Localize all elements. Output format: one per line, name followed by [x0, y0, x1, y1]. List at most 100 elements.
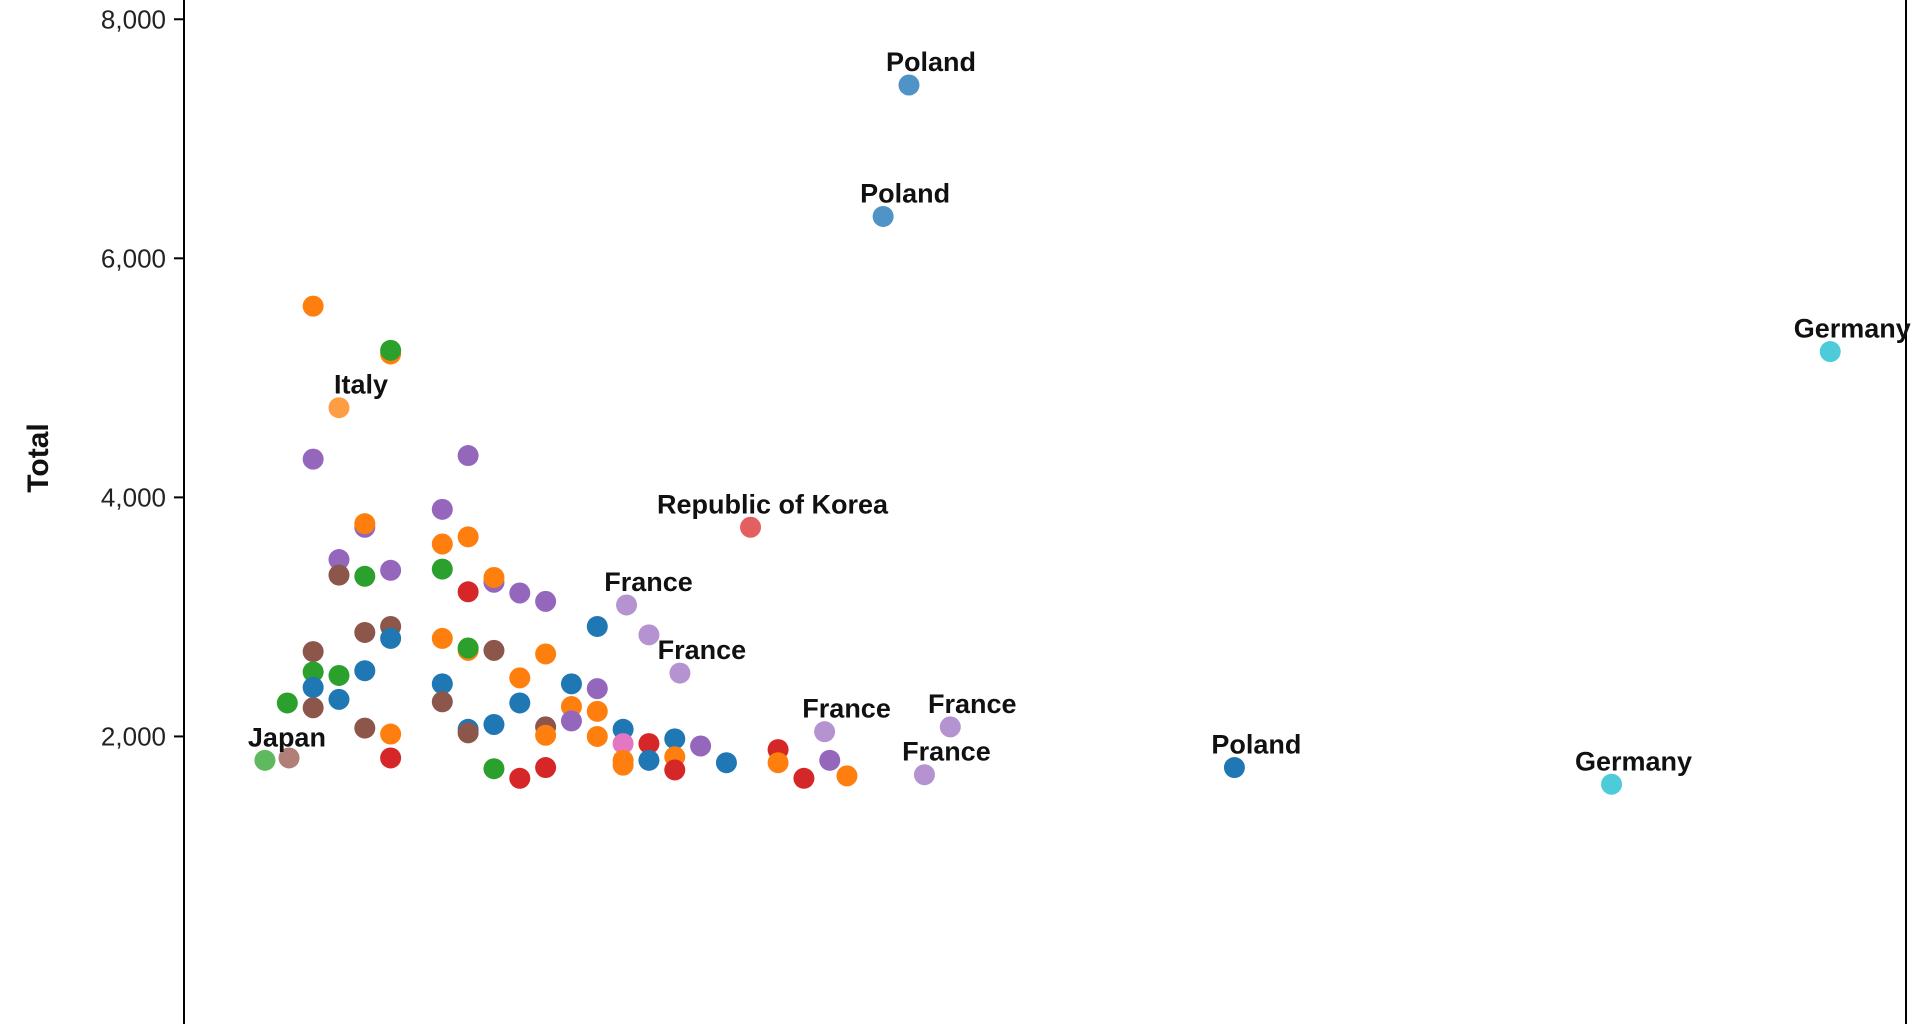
data-point [509, 667, 531, 689]
data-point [431, 558, 453, 580]
y-axis-title: Total [22, 423, 55, 492]
data-point [638, 733, 660, 755]
data-point [431, 673, 453, 695]
data-point [740, 516, 762, 538]
data-point [431, 498, 453, 520]
data-point [431, 627, 453, 649]
data-point [612, 733, 634, 755]
data-point [328, 688, 350, 710]
data-point [616, 594, 638, 616]
data-point [690, 735, 712, 757]
data-point [638, 749, 660, 771]
point-label: France [902, 737, 991, 767]
point-label: Germany [1575, 746, 1692, 776]
data-point [814, 721, 836, 743]
data-point [328, 397, 350, 419]
point-label: Italy [334, 370, 388, 400]
data-point [560, 710, 582, 732]
data-point [664, 759, 686, 781]
data-point [1819, 341, 1841, 363]
data-point [380, 559, 402, 581]
point-label: Republic of Korea [657, 489, 889, 519]
data-point [302, 641, 324, 663]
data-point [586, 725, 608, 747]
data-point [380, 723, 402, 745]
data-point [457, 581, 479, 603]
data-points [254, 74, 1841, 795]
data-point [612, 718, 634, 740]
data-point [457, 637, 479, 659]
data-point [509, 767, 531, 789]
point-label: Japan [248, 722, 326, 752]
point-label: France [658, 635, 747, 665]
data-point [913, 764, 935, 786]
data-point [380, 627, 402, 649]
data-point [898, 74, 920, 96]
data-point [354, 717, 376, 739]
point-label: Poland [860, 178, 950, 208]
point-label: Germany [1794, 314, 1911, 344]
data-point [457, 445, 479, 467]
data-point [767, 752, 789, 774]
point-labels: Poland Poland Germany Italy Republic of Kore… [248, 47, 1911, 776]
point-label: France [604, 567, 693, 597]
data-point [328, 549, 350, 571]
data-point [535, 724, 557, 746]
data-point [715, 752, 737, 774]
data-point [380, 339, 402, 361]
data-point [457, 722, 479, 744]
point-label: Poland [886, 47, 976, 77]
data-point [328, 564, 350, 586]
data-point [1223, 757, 1245, 779]
data-point [535, 643, 557, 665]
data-point [431, 533, 453, 555]
data-point [276, 692, 298, 714]
data-point [254, 749, 276, 771]
data-point [560, 696, 582, 718]
data-point [354, 565, 376, 587]
data-point [278, 747, 300, 769]
data-point [669, 662, 691, 684]
axes [183, 0, 1907, 1024]
data-point [612, 754, 634, 776]
data-point [483, 758, 505, 780]
data-point [586, 615, 608, 637]
y-tick-label: 4,000 [101, 482, 166, 512]
data-point [302, 295, 324, 317]
data-point [664, 728, 686, 750]
data-point [1601, 773, 1623, 795]
y-tick-label: 6,000 [101, 243, 166, 273]
data-point [328, 664, 350, 686]
data-point [380, 747, 402, 769]
data-point [302, 697, 324, 719]
data-point [560, 673, 582, 695]
data-point [457, 526, 479, 548]
data-point [535, 757, 557, 779]
data-point [509, 582, 531, 604]
data-point [483, 566, 505, 588]
data-point [302, 661, 324, 683]
data-point [354, 513, 376, 535]
data-point [793, 767, 815, 789]
point-label: Poland [1211, 730, 1301, 760]
data-point [354, 621, 376, 643]
data-point [939, 716, 961, 738]
data-point [302, 676, 324, 698]
data-point [586, 700, 608, 722]
data-point [354, 660, 376, 682]
data-point [586, 678, 608, 700]
data-point [431, 691, 453, 713]
data-point [836, 765, 858, 787]
data-point [483, 639, 505, 661]
point-label: France [802, 694, 891, 724]
y-tick-label: 8,000 [101, 4, 166, 34]
data-point [302, 448, 324, 470]
data-point [535, 590, 557, 612]
data-point [509, 692, 531, 714]
y-tick-label: 2,000 [101, 721, 166, 751]
data-point [819, 749, 841, 771]
data-point [483, 713, 505, 735]
point-label: France [928, 689, 1017, 719]
